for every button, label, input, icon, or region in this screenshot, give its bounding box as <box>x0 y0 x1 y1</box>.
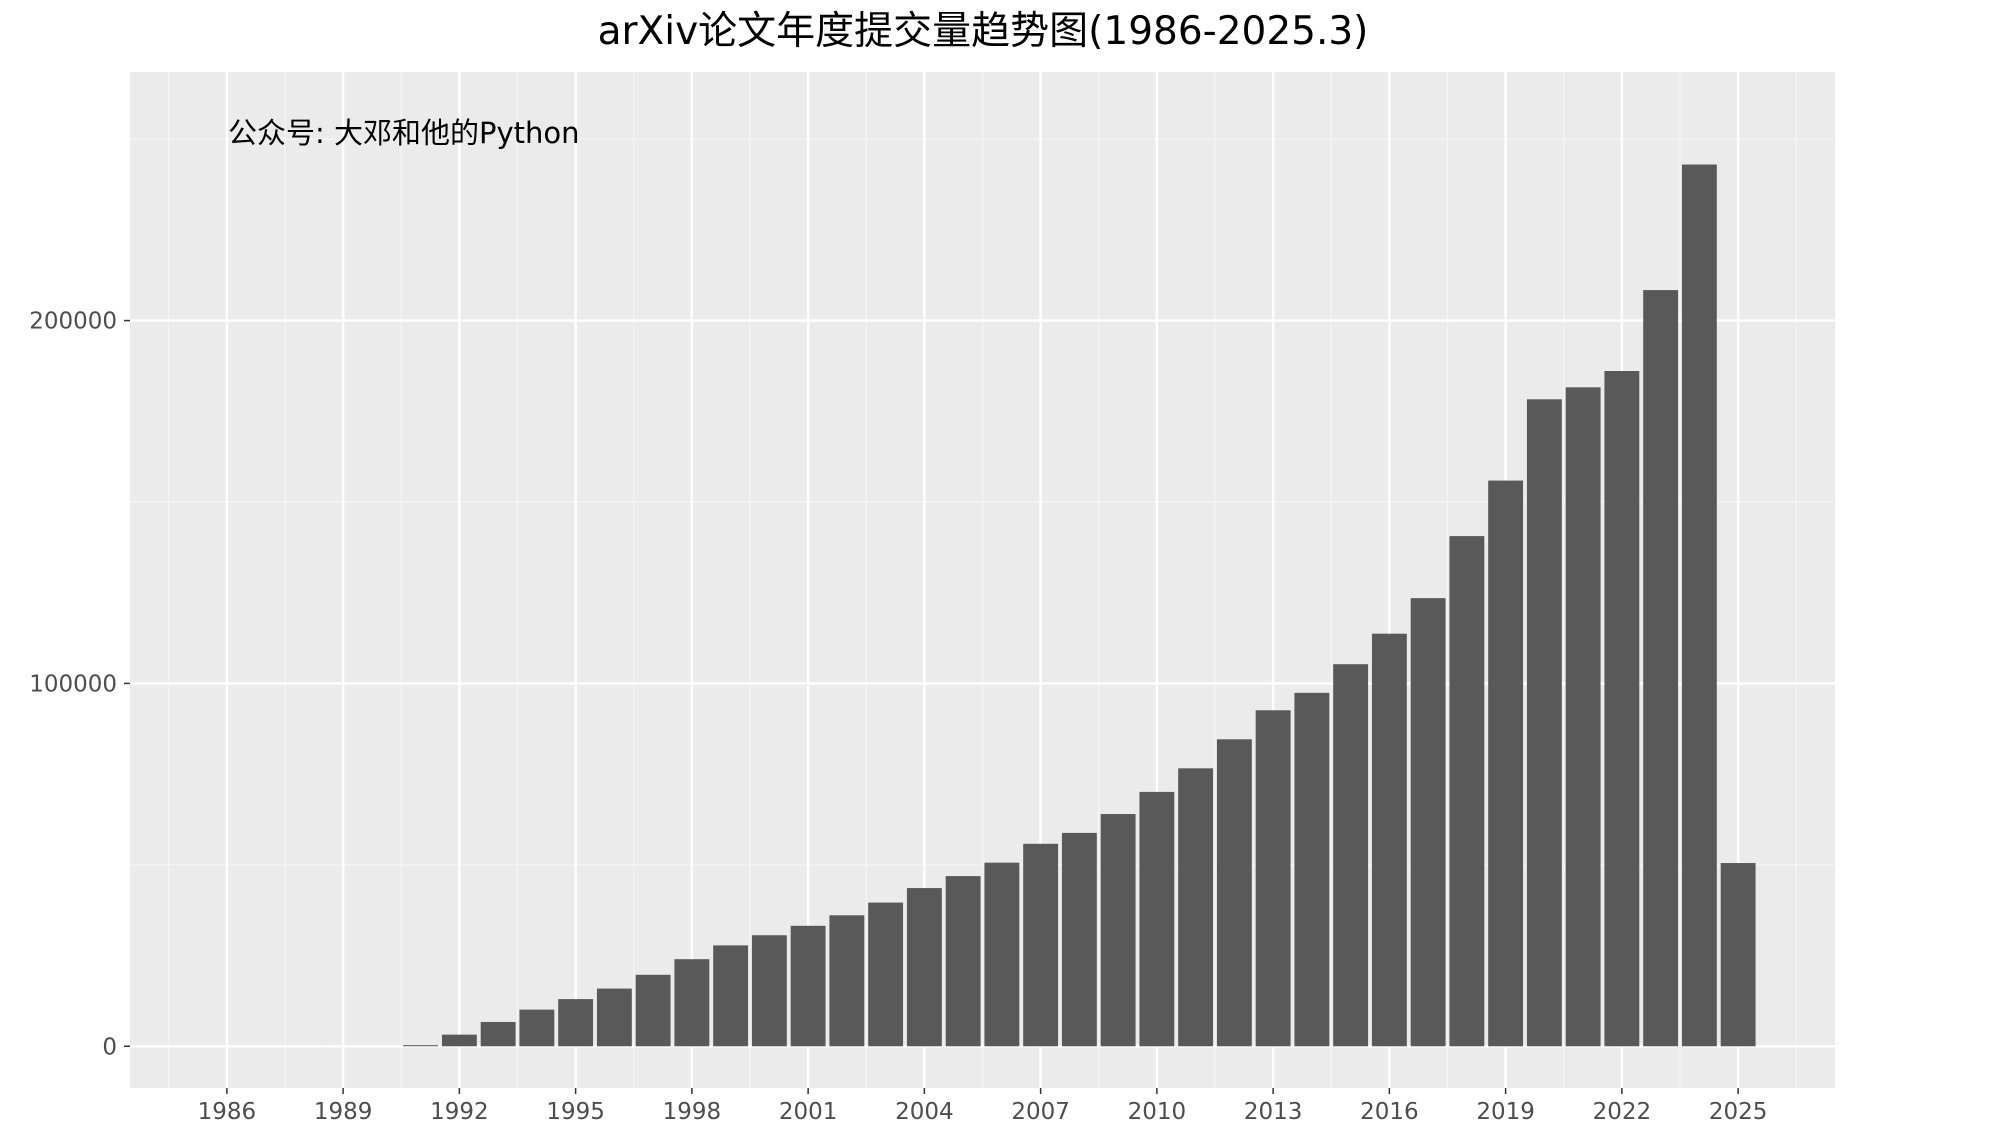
bar-2018 <box>1449 536 1485 1047</box>
bar-1996 <box>596 988 632 1047</box>
x-tick-label: 2001 <box>779 1099 838 1125</box>
bar-2012 <box>1216 739 1252 1047</box>
bar-2008 <box>1061 832 1097 1047</box>
x-tick-label: 2025 <box>1709 1099 1768 1125</box>
x-tick-label: 2022 <box>1593 1099 1652 1125</box>
bar-2004 <box>906 888 942 1047</box>
axis-ticks: 1986 1989 1992 1995 1998 2001 2004 2007 2010 2013… <box>29 309 1767 1125</box>
x-tick-label: 1995 <box>546 1099 605 1125</box>
bar-2017 <box>1410 598 1446 1047</box>
bar-1992 <box>441 1034 477 1047</box>
bar-2001 <box>790 925 826 1047</box>
bar-2015 <box>1333 664 1369 1047</box>
x-tick-label: 2004 <box>895 1099 954 1125</box>
bar-2005 <box>945 876 981 1047</box>
x-tick-label: 2019 <box>1476 1099 1535 1125</box>
bars <box>209 164 1756 1047</box>
bar-2010 <box>1139 791 1175 1047</box>
bar-2014 <box>1294 692 1330 1047</box>
x-tick-label: 1989 <box>314 1099 373 1125</box>
bar-1999 <box>713 945 749 1047</box>
bar-2025 <box>1720 863 1756 1047</box>
bar-2009 <box>1100 814 1136 1047</box>
bar-2006 <box>984 862 1020 1047</box>
bar-2020 <box>1526 399 1562 1047</box>
bar-1998 <box>674 959 710 1047</box>
bar-2011 <box>1178 768 1214 1047</box>
bar-2000 <box>751 935 787 1047</box>
y-tick-label: 0 <box>102 1034 117 1060</box>
x-tick-label: 2010 <box>1128 1099 1187 1125</box>
annotation-text: 公众号: 大邓和他的Python <box>228 116 580 150</box>
x-tick-label: 2007 <box>1011 1099 1070 1125</box>
x-tick-label: 2013 <box>1244 1099 1303 1125</box>
bar-1993 <box>480 1021 516 1047</box>
x-tick-label: 1998 <box>663 1099 722 1125</box>
bar-1994 <box>519 1009 555 1047</box>
x-tick-label: 1992 <box>430 1099 489 1125</box>
bar-2002 <box>829 915 865 1047</box>
bar-2016 <box>1371 633 1407 1047</box>
bar-2023 <box>1643 290 1679 1047</box>
bar-2024 <box>1681 164 1717 1047</box>
y-tick-label: 100000 <box>29 671 117 697</box>
y-tick-label: 200000 <box>29 309 117 335</box>
bar-1997 <box>635 974 671 1047</box>
bar-1991 <box>403 1045 439 1047</box>
grid-minor <box>130 72 1835 1088</box>
bar-2013 <box>1255 710 1291 1047</box>
bar-2022 <box>1604 370 1640 1047</box>
x-tick-label: 1986 <box>198 1099 257 1125</box>
chart-title: arXiv论文年度提交量趋势图(1986-2025.3) <box>598 9 1369 54</box>
bar-2019 <box>1488 480 1524 1047</box>
bar-2021 <box>1565 387 1601 1047</box>
bar-2003 <box>868 902 904 1047</box>
bar-1995 <box>558 999 594 1047</box>
x-tick-label: 2016 <box>1360 1099 1419 1125</box>
bar-2007 <box>1023 843 1059 1047</box>
